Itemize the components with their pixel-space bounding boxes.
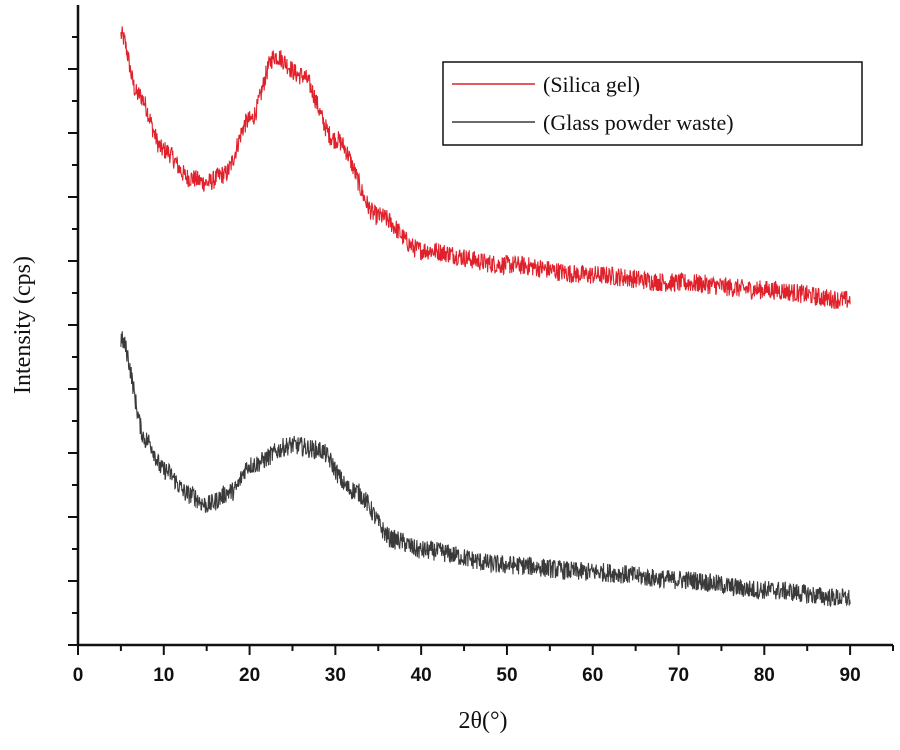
- x-tick-label: 50: [496, 665, 517, 686]
- x-tick-label: 10: [153, 665, 174, 686]
- legend-box: [442, 61, 863, 146]
- x-tick-label: 60: [582, 665, 603, 686]
- y-axis-title: Intensity (cps): [10, 256, 36, 394]
- x-tick-label: 30: [325, 665, 346, 686]
- legend-label-silica: (Silica gel): [543, 72, 640, 97]
- series-line-silica-gel: [120, 26, 851, 309]
- x-tick-label: 20: [239, 665, 260, 686]
- x-tick-label: 40: [411, 665, 432, 686]
- x-axis-title: 2θ(°): [458, 708, 507, 734]
- legend-label-glass: (Glass powder waste): [543, 110, 734, 135]
- x-tick-label: 80: [754, 665, 775, 686]
- legend: (Silica gel) (Glass powder waste): [442, 61, 863, 146]
- axes: 0 10 20 30 40 50 60 70 80 90: [68, 5, 894, 686]
- x-tick-label: 90: [840, 665, 861, 686]
- x-tick-label: 0: [73, 665, 84, 686]
- x-tick-label: 70: [668, 665, 689, 686]
- series-group: [120, 26, 851, 608]
- series-line-glass-powder-waste: [120, 331, 851, 608]
